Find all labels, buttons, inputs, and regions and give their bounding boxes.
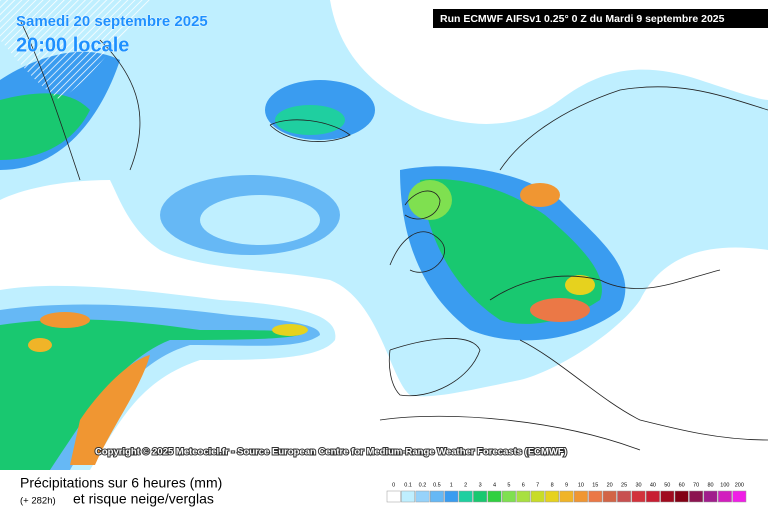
legend-swatch xyxy=(415,490,430,503)
legend-label: 100 xyxy=(720,482,729,488)
legend-swatch xyxy=(545,490,560,503)
legend-label: 6 xyxy=(522,482,525,488)
footer-title: Précipitations sur 6 heures (mm) xyxy=(20,475,222,491)
legend-swatch xyxy=(458,490,473,503)
legend-label: 5 xyxy=(507,482,510,488)
copyright: Copyright © 2025 Meteociel.fr - Source E… xyxy=(95,447,567,458)
map xyxy=(0,0,768,472)
legend-swatch xyxy=(617,490,632,503)
legend-swatch xyxy=(530,490,545,503)
legend-label: 0 xyxy=(392,482,395,488)
time: 20:00 locale xyxy=(16,34,129,56)
legend-label: 0.2 xyxy=(419,482,427,488)
legend-label: 2 xyxy=(464,482,467,488)
legend-swatch xyxy=(674,490,689,503)
footer-lead: (+ 282h) xyxy=(20,496,56,507)
legend-label: 7 xyxy=(536,482,539,488)
legend-swatch xyxy=(386,490,401,503)
legend-swatch xyxy=(732,490,747,503)
run-info: Run ECMWF AIFSv1 0.25° 0 Z du Mardi 9 se… xyxy=(440,13,725,25)
legend-swatch xyxy=(444,490,459,503)
legend-label: 60 xyxy=(679,482,685,488)
legend-label: 40 xyxy=(650,482,656,488)
legend-label: 4 xyxy=(493,482,496,488)
legend-label: 10 xyxy=(578,482,584,488)
legend-swatch xyxy=(516,490,531,503)
legend-swatch xyxy=(401,490,416,503)
legend-label: 1 xyxy=(450,482,453,488)
run-box xyxy=(433,9,768,28)
footer-subtitle: et risque neige/verglas xyxy=(73,491,214,507)
legend-swatch xyxy=(588,490,603,503)
legend-label: 80 xyxy=(707,482,713,488)
legend-label: 30 xyxy=(635,482,641,488)
date: Samedi 20 septembre 2025 xyxy=(16,13,208,30)
legend-swatch xyxy=(501,490,516,503)
legend: 0 0.1 0.2 0.5 1 2 3 4 5 6 7 8 9 10 15 20 25 30 40 50 60 70 80 1… xyxy=(386,482,747,503)
legend-swatch xyxy=(487,490,502,503)
legend-label: 25 xyxy=(621,482,627,488)
legend-swatch xyxy=(429,490,444,503)
legend-label: 50 xyxy=(664,482,670,488)
legend-label: 3 xyxy=(479,482,482,488)
legend-swatch xyxy=(473,490,488,503)
legend-label: 8 xyxy=(551,482,554,488)
legend-label: 9 xyxy=(565,482,568,488)
legend-swatch xyxy=(689,490,704,503)
legend-label: 200 xyxy=(735,482,744,488)
legend-label: 0.5 xyxy=(433,482,441,488)
legend-swatch xyxy=(573,490,588,503)
legend-label: 15 xyxy=(592,482,598,488)
legend-label: 0.1 xyxy=(404,482,412,488)
legend-swatch xyxy=(559,490,574,503)
legend-label: 20 xyxy=(607,482,613,488)
legend-swatch xyxy=(602,490,617,503)
legend-swatch xyxy=(703,490,718,503)
legend-swatch xyxy=(631,490,646,503)
legend-swatch xyxy=(660,490,675,503)
legend-swatch xyxy=(645,490,660,503)
legend-swatch xyxy=(717,490,732,503)
legend-label: 70 xyxy=(693,482,699,488)
